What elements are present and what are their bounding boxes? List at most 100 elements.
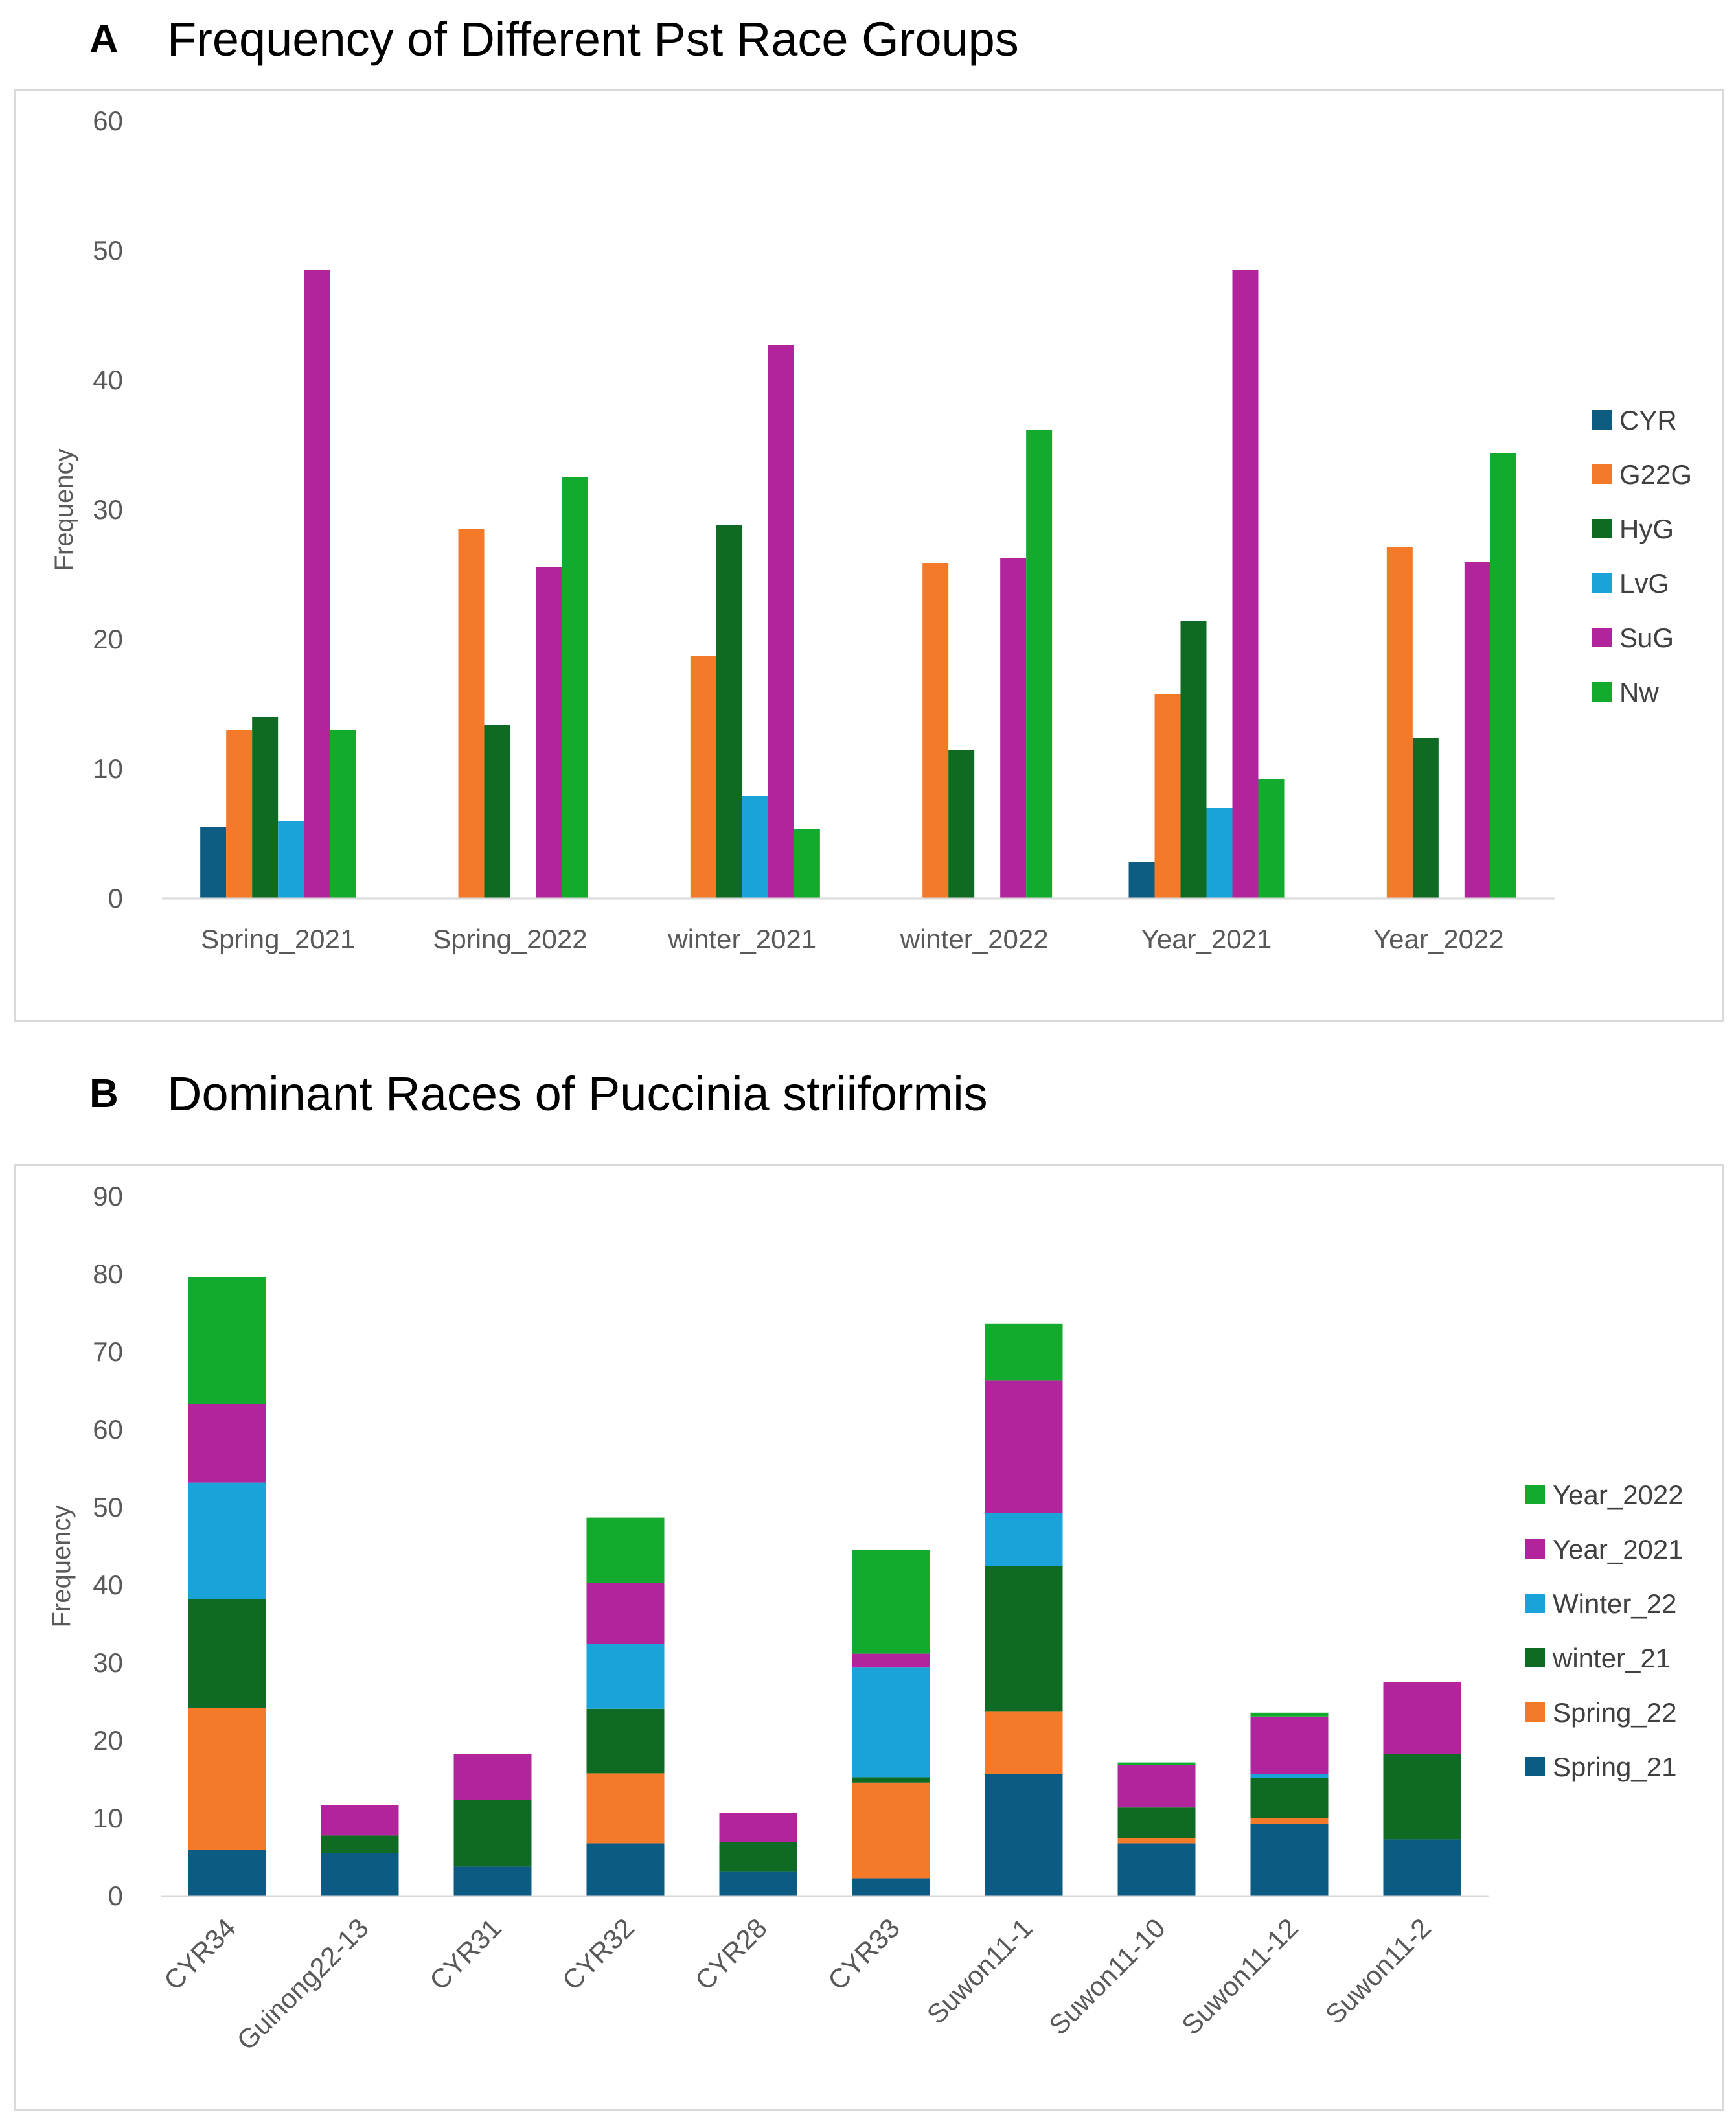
bar-lvg-spring-2021 — [278, 821, 304, 899]
bar-nw-year-2021 — [1258, 779, 1285, 899]
stack-year-2022-suwon11-10 — [1117, 1762, 1196, 1765]
stack-spring-22-suwon11-12 — [1250, 1818, 1329, 1824]
y-tick-label: 40 — [93, 1570, 123, 1600]
bar-hyg-spring-2021 — [252, 717, 279, 899]
bar-g22g-year-2021 — [1154, 694, 1181, 899]
bar-g22g-winter-2022 — [922, 563, 949, 899]
legend-swatch-year-2022 — [1525, 1485, 1545, 1504]
bar-sug-winter-2022 — [1000, 558, 1027, 899]
y-tick-label: 60 — [93, 1414, 123, 1445]
legend-label-g22g: G22G — [1619, 459, 1692, 490]
stack-spring-21-cyr32 — [586, 1843, 665, 1896]
y-tick-label: 40 — [93, 365, 123, 395]
legend-swatch-winter-21 — [1525, 1648, 1545, 1667]
bar-sug-year-2021 — [1232, 270, 1259, 899]
stack-year-2022-suwon11-1 — [985, 1323, 1063, 1381]
x-tick-label: Year_2022 — [1373, 924, 1504, 954]
bar-nw-spring-2021 — [330, 730, 356, 899]
stack-winter-21-suwon11-10 — [1117, 1807, 1196, 1838]
stack-year-2022-cyr33 — [852, 1550, 930, 1654]
stack-winter-21-suwon11-1 — [985, 1566, 1063, 1712]
y-tick-label: 20 — [93, 1725, 123, 1756]
stack-year-2022-cyr34 — [188, 1277, 266, 1404]
y-tick-label: 50 — [93, 1492, 123, 1522]
x-tick-label: Suwon11-1 — [921, 1912, 1038, 2030]
legend-label-winter-22: Winter_22 — [1553, 1588, 1676, 1619]
legend-swatch-lvg — [1592, 573, 1612, 593]
panel-b-letter: B — [89, 1071, 119, 1116]
y-tick-label: 30 — [93, 494, 123, 525]
bar-hyg-winter-2022 — [948, 750, 975, 899]
stack-winter-21-cyr34 — [188, 1599, 266, 1708]
chart-a: 0 10 20 30 40 50 60 Frequency Spring_2021 Spring_… — [50, 106, 1692, 954]
y-tick-label: 90 — [93, 1181, 123, 1211]
stack-year-2021-guinong22-13 — [321, 1805, 399, 1836]
bar-cyr-spring-2021 — [200, 827, 227, 899]
panel-a-letter: A — [89, 16, 119, 62]
bar-g22g-winter-2021 — [690, 656, 716, 899]
stack-spring-22-cyr34 — [188, 1708, 266, 1850]
stack-spring-21-guinong22-13 — [321, 1853, 399, 1896]
stack-winter-22-cyr32 — [586, 1644, 665, 1709]
legend-label-hyg: HyG — [1619, 514, 1674, 544]
stack-winter-21-cyr31 — [453, 1800, 532, 1867]
bar-sug-spring-2022 — [536, 567, 562, 899]
stack-year-2021-cyr34 — [188, 1404, 266, 1483]
legend-label-lvg: LvG — [1619, 568, 1669, 599]
legend-swatch-cyr — [1592, 410, 1612, 430]
y-tick-label: 70 — [93, 1336, 123, 1367]
y-tick-label: 60 — [93, 106, 123, 136]
bar-nw-winter-2021 — [794, 829, 820, 899]
stack-winter-21-suwon11-2 — [1383, 1754, 1461, 1840]
stack-year-2021-suwon11-1 — [985, 1380, 1063, 1513]
x-tick-label: Spring_2022 — [433, 924, 587, 954]
stack-winter-22-suwon11-12 — [1250, 1774, 1329, 1778]
bar-lvg-winter-2021 — [742, 796, 768, 899]
y-axis-label: Frequency — [47, 1506, 76, 1628]
stack-spring-21-cyr34 — [188, 1850, 266, 1896]
legend-swatch-g22g — [1592, 464, 1612, 484]
legend-swatch-winter-22 — [1525, 1594, 1545, 1613]
stack-winter-22-cyr33 — [852, 1667, 930, 1778]
bar-g22g-spring-2021 — [226, 730, 253, 899]
legend-swatch-hyg — [1592, 519, 1612, 538]
y-tick-label: 80 — [93, 1259, 123, 1289]
y-tick-label: 30 — [93, 1647, 123, 1678]
x-tick-label: CYR28 — [689, 1912, 773, 1996]
y-tick-label: 10 — [93, 1803, 123, 1833]
stack-year-2021-suwon11-10 — [1117, 1765, 1196, 1808]
bar-cyr-year-2021 — [1128, 862, 1155, 899]
stack-winter-22-cyr34 — [188, 1482, 266, 1599]
stack-winter-21-cyr28 — [719, 1842, 797, 1872]
stack-spring-22-suwon11-1 — [985, 1711, 1063, 1774]
stack-year-2022-suwon11-12 — [1250, 1712, 1329, 1717]
x-tick-label: winter_2021 — [667, 924, 816, 954]
x-tick-label: Suwon11-2 — [1319, 1912, 1437, 2030]
bar-sug-winter-2021 — [768, 345, 794, 899]
stack-winter-21-cyr33 — [852, 1777, 930, 1783]
legend-swatch-sug — [1592, 628, 1612, 647]
stack-winter-21-suwon11-12 — [1250, 1778, 1329, 1818]
bar-nw-spring-2022 — [562, 477, 588, 899]
legend-swatch-spring-22 — [1525, 1702, 1545, 1722]
bar-lvg-year-2021 — [1206, 808, 1233, 899]
bar-sug-spring-2021 — [304, 270, 330, 899]
bar-nw-winter-2022 — [1026, 430, 1053, 899]
y-tick-label: 0 — [108, 883, 123, 913]
stack-spring-22-suwon11-10 — [1117, 1838, 1196, 1844]
stack-year-2021-cyr33 — [852, 1653, 930, 1668]
stack-spring-21-cyr31 — [453, 1866, 532, 1896]
stack-spring-21-suwon11-12 — [1250, 1824, 1329, 1896]
x-tick-label: Suwon11-12 — [1176, 1912, 1304, 2041]
bar-hyg-winter-2021 — [716, 525, 742, 899]
stack-year-2021-cyr32 — [586, 1583, 665, 1644]
x-tick-label: winter_2022 — [900, 924, 1049, 954]
legend-label-winter-21: winter_21 — [1552, 1643, 1671, 1673]
stack-winter-21-guinong22-13 — [321, 1835, 399, 1853]
bar-g22g-year-2022 — [1386, 547, 1413, 899]
stack-year-2021-suwon11-12 — [1250, 1716, 1329, 1774]
stack-spring-21-cyr28 — [719, 1871, 797, 1896]
legend-label-nw: Nw — [1619, 677, 1659, 707]
stack-spring-22-cyr33 — [852, 1782, 930, 1879]
